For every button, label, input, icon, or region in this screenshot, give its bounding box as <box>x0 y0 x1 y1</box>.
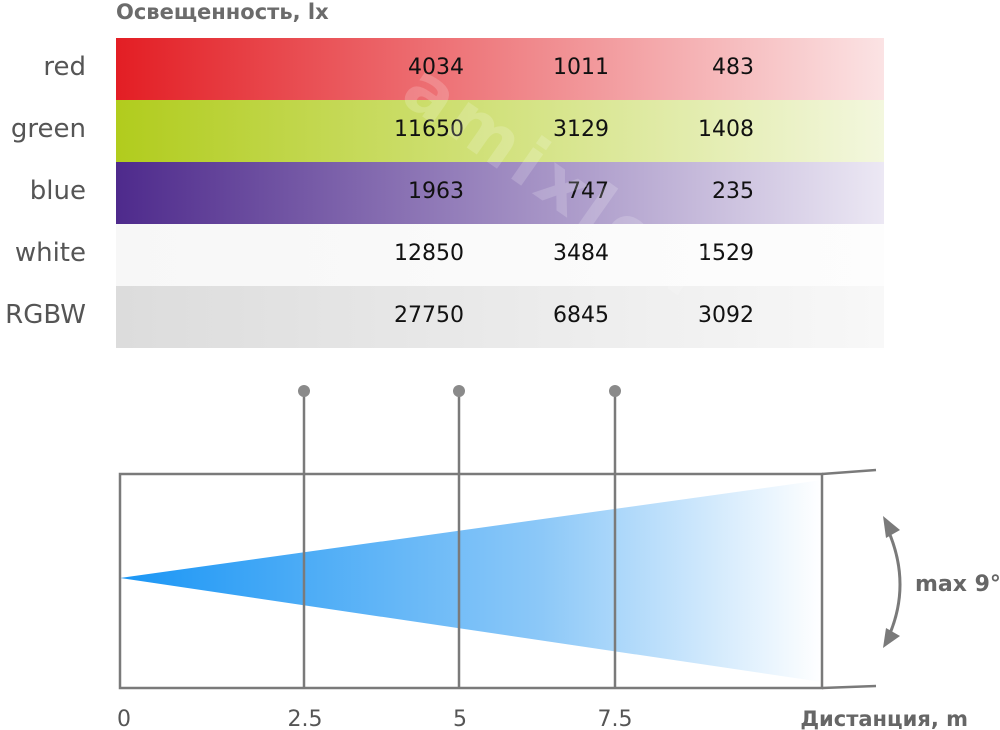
row-label: RGBW <box>5 300 86 330</box>
value-2.5m: 1963 <box>408 179 464 204</box>
row-bar: 11650 3129 1408 <box>116 100 884 162</box>
row-label: green <box>10 114 86 144</box>
value-5m: 3129 <box>553 117 609 142</box>
light-beam <box>120 480 822 682</box>
row-label: blue <box>29 176 86 206</box>
value-7.5m: 235 <box>712 179 754 204</box>
table-row: white 12850 3484 1529 <box>0 224 1000 286</box>
measure-line-7.5 <box>609 385 621 688</box>
value-7.5m: 3092 <box>698 303 754 328</box>
row-bar: 1963 747 235 <box>116 162 884 224</box>
value-2.5m: 27750 <box>394 303 464 328</box>
value-2.5m: 11650 <box>394 117 464 142</box>
value-5m: 1011 <box>553 55 609 80</box>
table-row: RGBW 27750 6845 3092 <box>0 286 1000 348</box>
tick-7.5: 7.5 <box>598 707 633 730</box>
row-bar: 4034 1011 483 <box>116 38 884 100</box>
distance-frame <box>118 472 824 690</box>
value-7.5m: 1529 <box>698 241 754 266</box>
value-5m: 3484 <box>553 241 609 266</box>
angle-label: max 9° <box>915 572 1000 597</box>
value-2.5m: 4034 <box>408 55 464 80</box>
table-row: blue 1963 747 235 <box>0 162 1000 224</box>
value-5m: 747 <box>567 179 609 204</box>
value-7.5m: 1408 <box>698 117 754 142</box>
table-row: green 11650 3129 1408 <box>0 100 1000 162</box>
angle-arc-icon <box>886 529 902 639</box>
row-bar: 27750 6845 3092 <box>116 286 884 348</box>
axis-label: Дистанция, m <box>800 707 968 730</box>
row-bar: 12850 3484 1529 <box>116 224 884 286</box>
value-5m: 6845 <box>553 303 609 328</box>
measure-line-2.5 <box>298 385 310 688</box>
row-label: red <box>43 52 86 82</box>
measure-line-5 <box>453 385 465 688</box>
tick-5: 5 <box>453 707 467 730</box>
table-row: red 4034 1011 483 <box>0 38 1000 100</box>
row-label: white <box>14 238 86 268</box>
value-2.5m: 12850 <box>394 241 464 266</box>
tick-0: 0 <box>117 707 131 730</box>
tick-2.5: 2.5 <box>288 707 323 730</box>
table-title: Освещенность, lx <box>116 0 329 24</box>
value-7.5m: 483 <box>712 55 754 80</box>
